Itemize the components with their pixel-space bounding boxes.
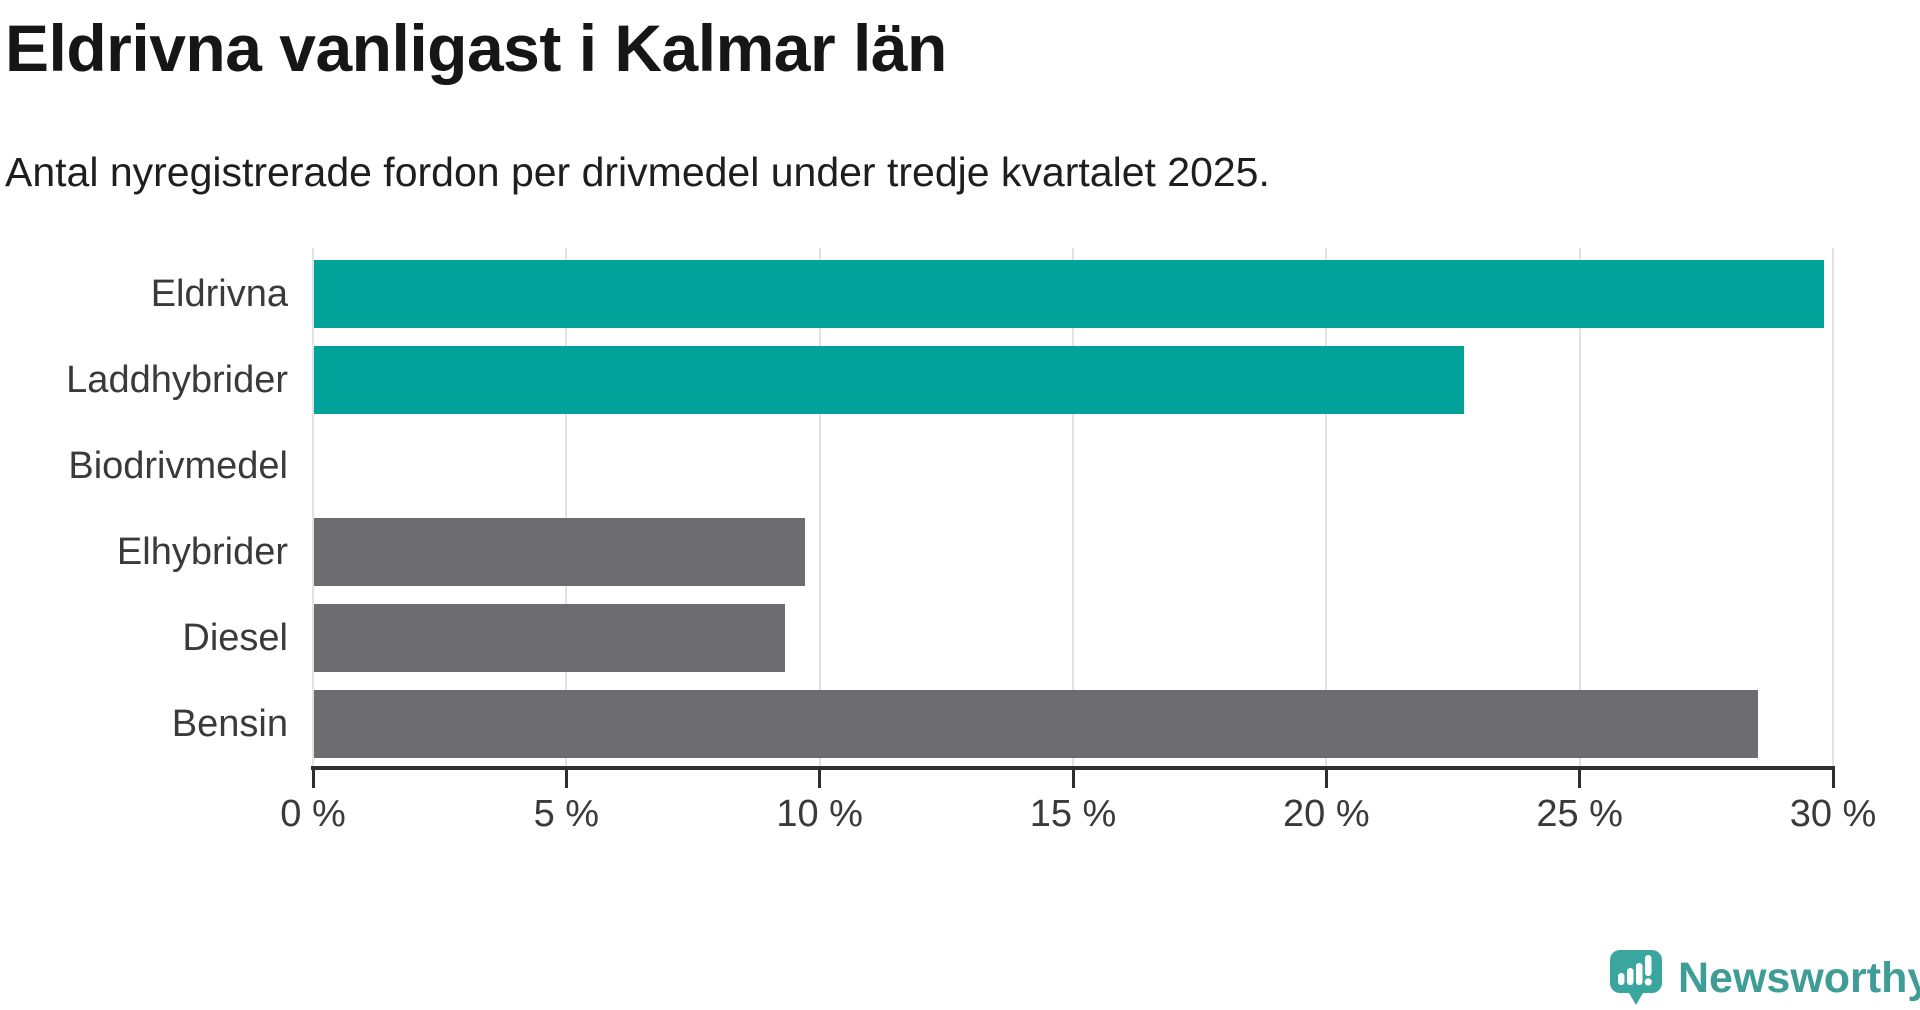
x-axis-tick-label: 25 % [1536,793,1623,835]
gridline [1325,248,1328,768]
x-axis-tick [1324,768,1328,788]
category-label-bensin: Bensin [171,703,288,745]
gridline [1832,248,1834,768]
x-axis-tick-label: 10 % [776,793,863,835]
brand-logo: Newsworthy [1608,948,1920,1008]
x-axis-tick [1831,768,1835,788]
chart-subtitle: Antal nyregistrerade fordon per drivmede… [5,149,1270,195]
bar-elhybrider [314,518,806,586]
x-axis-tick [1071,768,1075,788]
x-axis-tick [818,768,822,788]
x-axis-tick-label: 5 % [533,793,600,835]
category-label-eldrivna: Eldrivna [150,273,288,315]
x-axis-tick-label: 15 % [1029,793,1117,835]
brand-name: Newsworthy [1678,954,1920,1002]
x-axis-tick [1578,768,1582,788]
bar-laddhybrider [314,346,1465,414]
gridline [312,248,314,768]
bar-eldrivna [314,260,1824,328]
gridline [1578,248,1581,768]
newsworthy-logo-icon [1610,950,1662,1005]
x-axis-tick [564,768,568,788]
gridline [818,248,821,768]
bar-diesel [314,604,786,672]
gridline [565,248,568,768]
category-label-laddhybrider: Laddhybrider [66,359,288,401]
x-axis-tick-label: 20 % [1283,793,1370,835]
category-label-diesel: Diesel [182,617,288,659]
category-label-elhybrider: Elhybrider [116,531,288,573]
x-axis-tick-label: 0 % [280,793,346,835]
x-axis-tick-label: 30 % [1789,793,1877,835]
x-axis-tick [311,768,315,788]
chart-title: Eldrivna vanligast i Kalmar län [5,11,947,85]
gridline [1072,248,1074,768]
category-label-biodrivmedel: Biodrivmedel [68,445,288,487]
bar-bensin [314,690,1758,758]
